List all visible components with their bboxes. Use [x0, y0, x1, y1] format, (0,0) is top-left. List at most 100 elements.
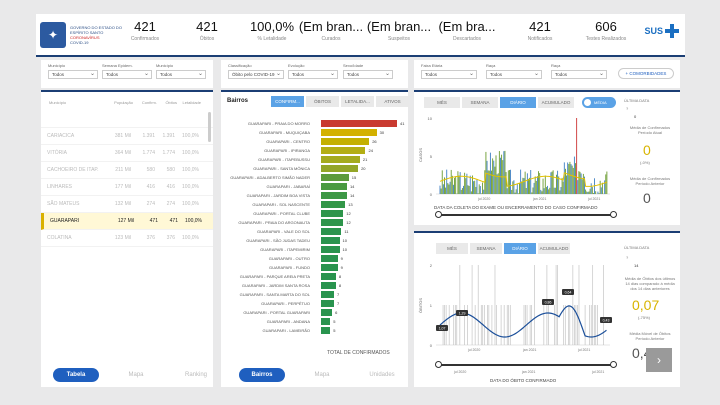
media-toggle[interactable]: MÉDIA [582, 97, 616, 108]
bairro-bar-row[interactable]: GUARAPARI - JARDIM BOA VISTA 14 [221, 192, 408, 200]
tab-diario[interactable]: DIÁRIO [500, 97, 536, 108]
next-page-button[interactable]: › [646, 348, 672, 372]
help-icon[interactable]: ? [626, 106, 629, 111]
bairro-bar-row[interactable]: GUARAPARI - JABARAÍ 14 [221, 183, 408, 191]
bairro-bar-row[interactable]: GUARAPARI - JARDIM SANTA ROSA 8 [221, 282, 408, 290]
slider-handle-left-2[interactable] [435, 361, 442, 368]
slider-handle-right[interactable] [610, 211, 617, 218]
tab-mes[interactable]: MÊS [424, 97, 460, 108]
bottom-date-slider[interactable] [435, 361, 617, 368]
bairro-label: GUARAPARI - ITAPEBUSSU [258, 157, 310, 162]
bairro-bar [321, 210, 344, 217]
bairro-bar-row[interactable]: GUARAPARI - SANTA MARTA DO SOL 7 [221, 291, 408, 299]
tab-semana[interactable]: SEMANA [462, 97, 498, 108]
table-row[interactable]: VITÓRIA 364 Mil 1.774 1.774 100,0% [41, 145, 213, 162]
tab-ativos[interactable]: ATIVOS [376, 96, 409, 107]
bairro-bar-row[interactable]: GUARAPARI - CENTRO 26 [221, 138, 408, 146]
tab-confirmados[interactable]: CONFIRM... [271, 96, 304, 107]
table-row[interactable] [41, 111, 213, 128]
tab-acumulado[interactable]: ACUMULADO [538, 97, 574, 108]
bairro-bar-row[interactable]: GUARAPARI - LAMEIRÃO 5 [221, 327, 408, 335]
toggle-knob [584, 99, 591, 106]
bairro-bar-row[interactable]: GUARAPARI - ITAPEBUSSU 21 [221, 156, 408, 164]
bairro-bar-row[interactable]: GUARAPARI - PARQUE AREIA PRETA 8 [221, 273, 408, 281]
bairro-value: 12 [346, 211, 351, 216]
tab-tabela[interactable]: Tabela [53, 368, 99, 382]
tab-unidades[interactable]: Unidades [369, 372, 395, 378]
filter-raca-2[interactable]: Raça Todos [551, 63, 607, 79]
filter-faixa[interactable]: Faixa Etária Todos [421, 63, 477, 79]
bairro-label: GUARAPARI - SOL NASCENTE [252, 202, 310, 207]
help-icon-2[interactable]: ? [626, 255, 629, 260]
bairro-bar [321, 183, 347, 190]
bairro-bar-row[interactable]: GUARAPARI - IPIRANGA 24 [221, 147, 408, 155]
top-side-title: ÚLTIMA DATA [624, 98, 650, 103]
bairro-value: 15 [351, 175, 357, 180]
table-row[interactable]: CARIACICA 381 Mil 1.391 1.391 100,0% [41, 128, 213, 145]
filter-sexo[interactable]: Sexo/Idade Todos [343, 63, 393, 79]
bairro-bar-row[interactable]: GUARAPARI - PERPÉTUO 7 [221, 300, 408, 308]
filter-municipio[interactable]: Município Todos [48, 63, 98, 79]
bottom-x-tick: jul 2021 [577, 348, 590, 352]
tab-ranking[interactable]: Ranking [184, 372, 207, 378]
bairro-bar-row[interactable]: GUARAPARI - MUQUIÇABA 30 [221, 129, 408, 137]
bairro-bar [321, 264, 338, 271]
bairro-bar-row[interactable]: GUARAPARI - PORTAL CLUBE 12 [221, 210, 408, 218]
table-scrollbar[interactable] [208, 112, 211, 142]
slider-handle-left[interactable] [435, 211, 442, 218]
bairro-bar-row[interactable]: GUARAPARI - SANTA MÔNICA 20 [221, 165, 408, 173]
table-row[interactable]: SÃO MATEUS 132 Mil 274 274 100,0% [41, 196, 213, 213]
tab-bairros-mapa[interactable]: Mapa [314, 372, 330, 378]
table-row[interactable]: COLATINA 123 Mil 376 376 100,0% [41, 230, 213, 247]
bairro-bar-row[interactable]: GUARAPARI - PRAIA DO ARGONAUTA 12 [221, 219, 408, 227]
top-date-slider[interactable] [435, 211, 617, 218]
tab-mapa[interactable]: Mapa [128, 372, 144, 378]
bairro-bar-row[interactable]: GUARAPARI - SOL NASCENTE 13 [221, 201, 408, 209]
tab-obitos[interactable]: ÓBITOS [306, 96, 339, 107]
bairro-bar-row[interactable]: GUARAPARI - ANDANA 5 [221, 318, 408, 326]
kpi-descartados: (Em bra... Descartados [438, 19, 496, 42]
table-row-selected[interactable]: GUARAPARI 127 Mil 471 471 100,0% [41, 213, 213, 230]
bairro-value: 8 [338, 274, 342, 279]
kpi-testes: 606 Testes Realizados [585, 19, 627, 42]
filter-classificacao[interactable]: Classificação Óbito pelo COVID-19 [228, 63, 284, 79]
filter-evolucao[interactable]: Evolução Todos [288, 63, 338, 79]
bairro-bar-row[interactable]: GUARAPARI - SÃO JUDAS TADEU 10 [221, 237, 408, 245]
filter-raca[interactable]: Raça Todos [486, 63, 542, 79]
table-row[interactable]: CACHOEIRO DE ITAP. 211 Mil 580 580 100,0% [41, 162, 213, 179]
tab-acumulado-obitos[interactable]: ACUMULADO [538, 243, 570, 254]
bairro-label: GUARAPARI - PERPÉTUO [261, 301, 310, 306]
tab-mes-obitos[interactable]: MÊS [436, 243, 468, 254]
bairro-bar-row[interactable]: GUARAPARI - PORTAL GUARAPARI 6 [221, 309, 408, 317]
top-moving-average [439, 172, 608, 187]
bairro-bar-row[interactable]: GUARAPARI - VALE DO SOL 11 [221, 228, 408, 236]
slider-tick-2: jan 2021 [522, 370, 536, 374]
ma-label-box [562, 289, 574, 295]
top-side-pct: (-0%) [640, 160, 650, 165]
filter-semana[interactable]: Semana Epidem. Todos [102, 63, 152, 79]
bairro-bar-row[interactable]: GUARAPARI - ITAPEMIRIM 10 [221, 246, 408, 254]
bairro-label: GUARAPARI - VALE DO SOL [257, 229, 310, 234]
table-row[interactable]: LINHARES 177 Mil 416 416 100,0% [41, 179, 213, 196]
bottom-side-label2: Média Móvel de Óbitos Período Anterior [629, 331, 671, 341]
tab-bairros[interactable]: Bairros [239, 368, 285, 382]
bairro-bar-row[interactable]: GUARAPARI - FUNDO 9 [221, 264, 408, 272]
bairros-view-tabs: Bairros Mapa Unidades [239, 368, 405, 382]
tab-letalidade[interactable]: LETALIDA... [341, 96, 374, 107]
slider-handle-right-2[interactable] [610, 361, 617, 368]
bairro-value: 10 [342, 238, 347, 243]
tab-semana-obitos[interactable]: SEMANA [470, 243, 502, 254]
bairro-bar [321, 246, 340, 253]
bairro-value: 14 [349, 193, 355, 198]
bairro-bar [321, 228, 342, 235]
tab-diario-obitos[interactable]: DIÁRIO [504, 243, 536, 254]
bairro-bar-row[interactable]: GUARAPARI - ADALBERTO SIMÃO NADER 15 [221, 174, 408, 182]
comorbidades-button[interactable]: + COMORBIDADES [618, 68, 674, 79]
bairro-bar-row[interactable]: GUARAPARI - OUTRO 9 [221, 255, 408, 263]
filter-municipio-2[interactable]: Município Todos [156, 63, 206, 79]
bairro-bar [321, 300, 334, 307]
bairro-bar-row[interactable]: GUARAPARI - PRAIA DO MORRO 41 [221, 120, 408, 128]
top-x-tick: jul 2020 [477, 197, 490, 201]
